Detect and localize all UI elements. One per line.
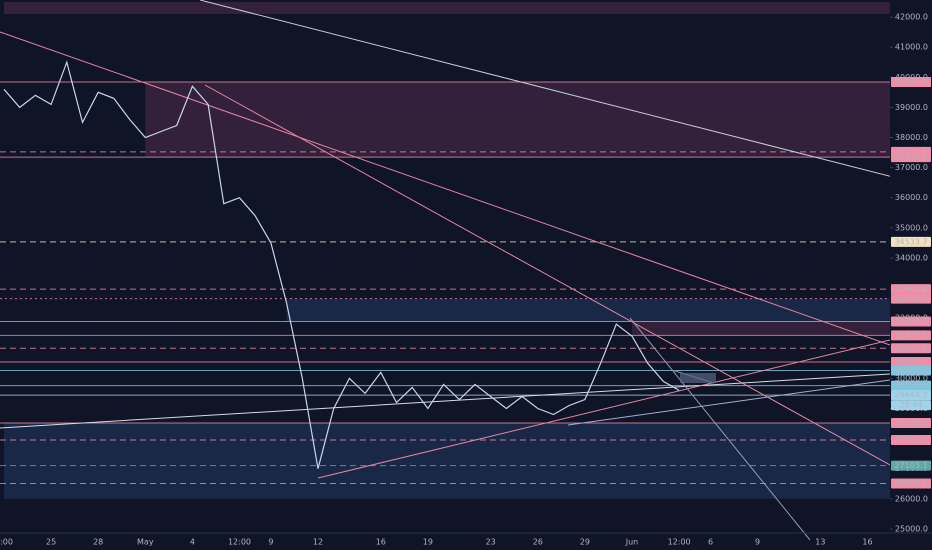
y-tick-label: 26000.0: [895, 494, 928, 503]
countdown: 29:44: [899, 401, 922, 410]
price-label: 31000.0: [894, 344, 927, 353]
price-label: 28520.0: [894, 418, 927, 427]
price-label: 34533.7: [894, 237, 927, 246]
y-tick-label: 35000.0: [895, 223, 928, 232]
price-label-bg: [891, 435, 931, 446]
y-tick-label: 41000.0: [895, 43, 928, 52]
x-tick-label: Jun: [625, 538, 639, 547]
x-tick-label: 28: [93, 538, 103, 547]
y-tick-label: 36000.0: [895, 193, 928, 202]
price-zone: [286, 298, 891, 322]
x-tick-label: 12: [313, 538, 323, 547]
price-label-bg: [891, 330, 931, 341]
trend-line: [0, 31, 891, 346]
x-tick-label: 2:00: [0, 538, 13, 547]
x-tick-label: 16: [376, 538, 386, 547]
trend-line: [0, 373, 891, 429]
price-label-bg: [891, 284, 931, 295]
price-zone: [632, 321, 890, 336]
y-tick-label: 30000.0: [895, 374, 928, 383]
price-label: 32963.8: [894, 285, 927, 294]
price-label-bg: [891, 76, 931, 87]
y-tick-label: 25000.0: [895, 524, 928, 533]
x-tick-label: 29: [580, 538, 590, 547]
price-axis: [890, 0, 932, 550]
x-tick-label: 9: [268, 538, 273, 547]
price-label: 30545.1: [894, 357, 927, 366]
trend-line: [199, 0, 932, 188]
trend-line: [629, 317, 811, 541]
x-tick-label: 12:00: [228, 538, 251, 547]
price-label: 29444.2: [894, 391, 927, 400]
x-tick-label: 13: [815, 538, 825, 547]
price-label: 37350.0: [894, 153, 927, 162]
x-tick-label: 19: [423, 538, 433, 547]
price-label: 31888.0: [894, 317, 927, 326]
price-line: [3, 60, 680, 469]
price-label: 29759.0: [894, 381, 927, 390]
price-label: 30260.0: [894, 366, 927, 375]
price-label-bg: [891, 293, 931, 304]
projection-box: [680, 373, 716, 383]
price-label-bg: [891, 478, 931, 489]
y-tick-label: 34000.0: [895, 253, 928, 262]
price-label-bg: [891, 417, 931, 428]
x-tick-label: 9: [755, 538, 760, 547]
x-tick-label: 26: [533, 538, 543, 547]
x-tick-label: 4: [190, 538, 195, 547]
trend-line: [317, 339, 891, 479]
y-tick-label: 37000.0: [895, 163, 928, 172]
price-zone: [4, 2, 890, 15]
y-tick-label: 42000.0: [895, 13, 928, 22]
price-label: 37521.6: [894, 147, 927, 156]
x-tick-label: 25: [46, 538, 56, 547]
trend-line: [204, 84, 891, 466]
price-zone: [4, 422, 890, 499]
price-label: 31427.5: [894, 331, 927, 340]
x-tick-label: 16: [862, 538, 872, 547]
price-label-bg: [891, 343, 931, 354]
price-label: 26508.0: [894, 479, 927, 488]
x-tick-label: May: [137, 538, 154, 547]
price-label-bg: [891, 460, 931, 471]
y-tick-label: 39000.0: [895, 103, 928, 112]
price-label: 27103.1: [894, 461, 927, 470]
price-label-bg: [891, 236, 931, 247]
price-label-bg: [891, 356, 931, 367]
price-label-bg: [891, 316, 931, 327]
price-label-bg: [891, 365, 931, 376]
price-label-bg: [891, 380, 931, 391]
price-label-bg: [891, 390, 931, 401]
price-label: 27952.1: [894, 436, 927, 445]
countdown-bg: [891, 400, 931, 411]
x-tick-label: 12:00: [668, 538, 691, 547]
x-tick-label: 6: [708, 538, 713, 547]
y-tick-label: 38000.0: [895, 133, 928, 142]
x-tick-label: 23: [486, 538, 496, 547]
price-label-bg: [891, 152, 931, 163]
price-zone: [145, 81, 891, 158]
trend-line: [567, 379, 891, 426]
price-label: 39845.0: [894, 77, 927, 86]
price-label: 32650.0: [894, 294, 927, 303]
